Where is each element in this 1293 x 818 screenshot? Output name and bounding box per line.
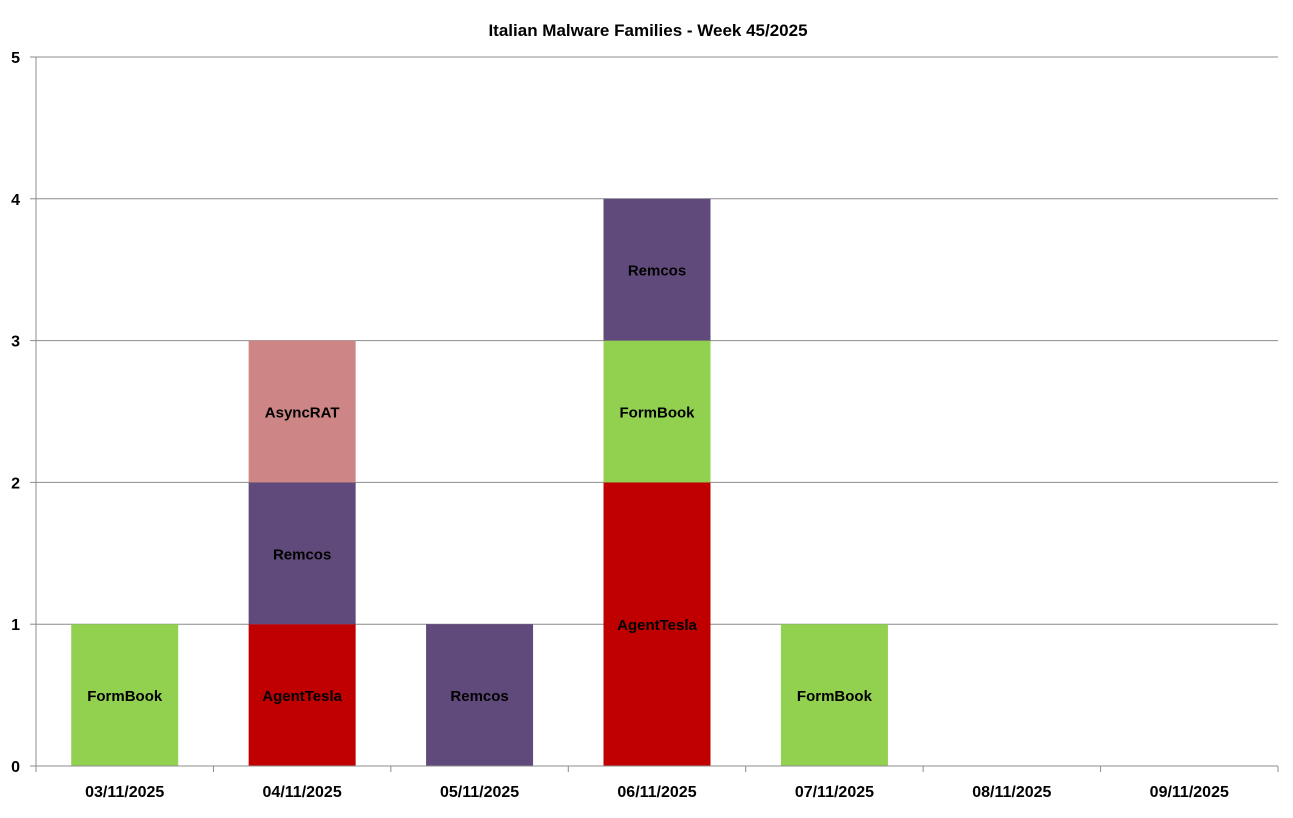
labels: 0 1 2 3 4 5 FormBook AgentTesla Remcos AsyncRAT Re… (11, 50, 1229, 801)
bar-segment-label: Remcos (628, 263, 686, 280)
bar-segment-label: AsyncRAT (265, 405, 340, 422)
y-tick-label: 0 (11, 759, 20, 776)
bar-segment-label: AgentTesla (262, 688, 342, 705)
chart-title: Italian Malware Families - Week 45/2025 (488, 21, 807, 40)
bar-segment-label: AgentTesla (617, 617, 697, 634)
y-tick-label: 2 (11, 475, 20, 492)
bar-segment-label: FormBook (620, 405, 696, 422)
bar-segment-label: Remcos (450, 688, 508, 705)
bar-segment (780, 624, 888, 766)
bars (71, 198, 888, 766)
y-tick-label: 1 (11, 617, 20, 634)
y-tick-label: 3 (11, 334, 20, 351)
x-tick-label: 08/11/2025 (972, 784, 1051, 801)
x-tick-label: 03/11/2025 (85, 784, 164, 801)
bar-segment (248, 482, 356, 625)
bar-segment-label: Remcos (273, 546, 331, 563)
bar-segment (248, 624, 356, 766)
bar-segment (603, 340, 711, 483)
bar-segment (603, 198, 711, 341)
x-tick-label: 04/11/2025 (263, 784, 342, 801)
bar-segment (248, 340, 356, 483)
x-tick-label: 09/11/2025 (1150, 784, 1229, 801)
x-tick-label: 06/11/2025 (617, 784, 696, 801)
bar-segment (71, 624, 179, 766)
bar-segment-label: FormBook (797, 688, 873, 705)
y-tick-label: 4 (11, 192, 20, 209)
x-tick-label: 07/11/2025 (795, 784, 874, 801)
y-tick-label: 5 (11, 50, 20, 67)
bar-segment (426, 624, 534, 766)
bar-segment-label: FormBook (87, 688, 163, 705)
bar-segment (603, 482, 711, 766)
axes (30, 56, 1279, 772)
x-tick-label: 05/11/2025 (440, 784, 519, 801)
